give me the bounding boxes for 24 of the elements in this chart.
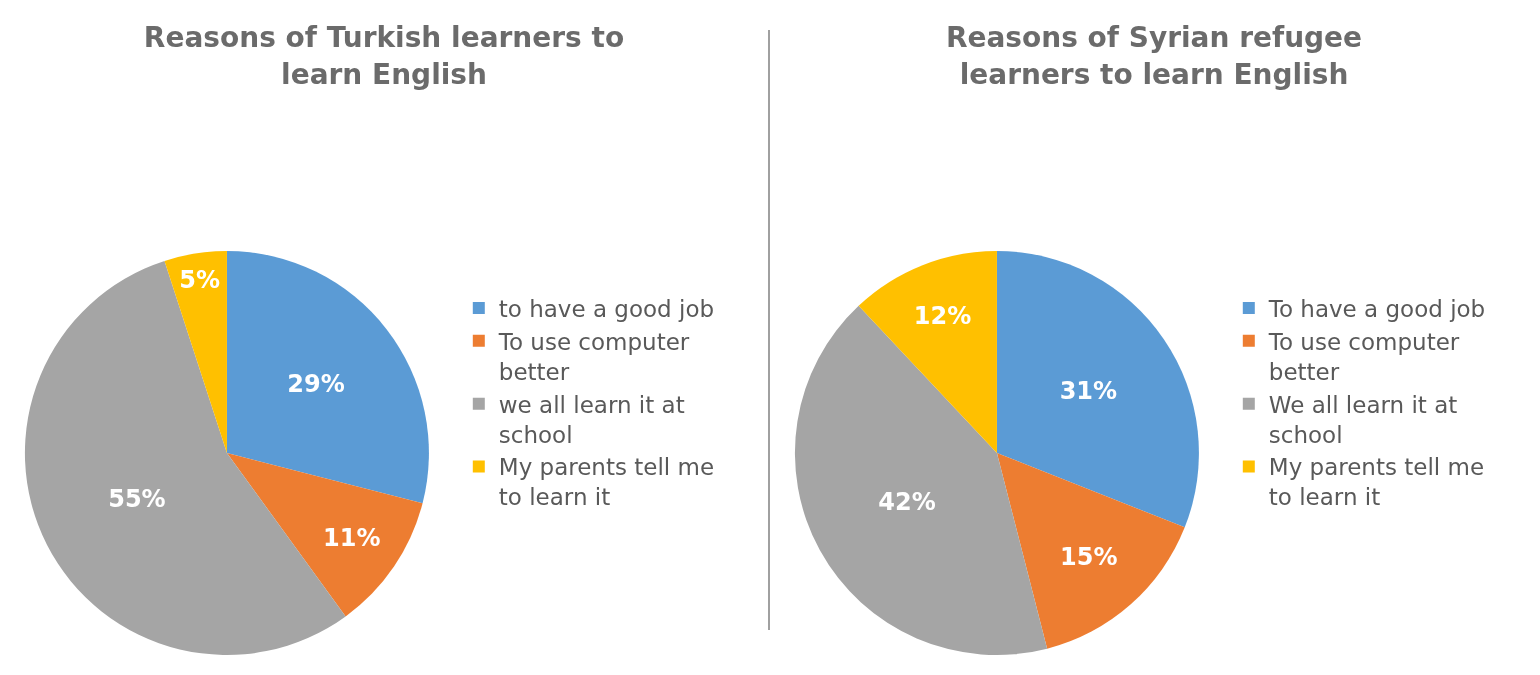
legend-label: we all learn it at school xyxy=(498,391,685,448)
pie-slice xyxy=(996,453,1185,649)
pie-slice xyxy=(226,453,423,617)
data-label: 31% xyxy=(1059,376,1118,405)
data-label: 55% xyxy=(108,484,166,513)
data-label: 5% xyxy=(179,266,220,295)
data-label: 42% xyxy=(878,488,936,517)
legend-label: to have a good job xyxy=(498,295,715,322)
data-label: 12% xyxy=(913,301,972,330)
chart-title: Reasons of Turkish learners to learn English xyxy=(143,21,625,91)
legend-label: We all learn it at school xyxy=(1268,391,1458,448)
data-label: 29% xyxy=(287,369,345,398)
pie-slice xyxy=(858,251,997,453)
legend-label: To have a good job xyxy=(1267,295,1486,322)
legend-label: My parents tell me to learn it xyxy=(1268,454,1485,511)
legend-label: To use computer better xyxy=(1267,328,1460,385)
pie-slice xyxy=(164,251,227,453)
data-label: 15% xyxy=(1060,543,1118,572)
legend-label: My parents tell me to learn it xyxy=(498,454,715,511)
pie-slice xyxy=(996,251,1199,528)
pie-slice xyxy=(795,305,1048,655)
chart-title: Reasons of Syrian refugee learners to learn English xyxy=(945,21,1363,91)
pie-slice xyxy=(226,251,429,504)
data-label: 11% xyxy=(322,523,381,552)
